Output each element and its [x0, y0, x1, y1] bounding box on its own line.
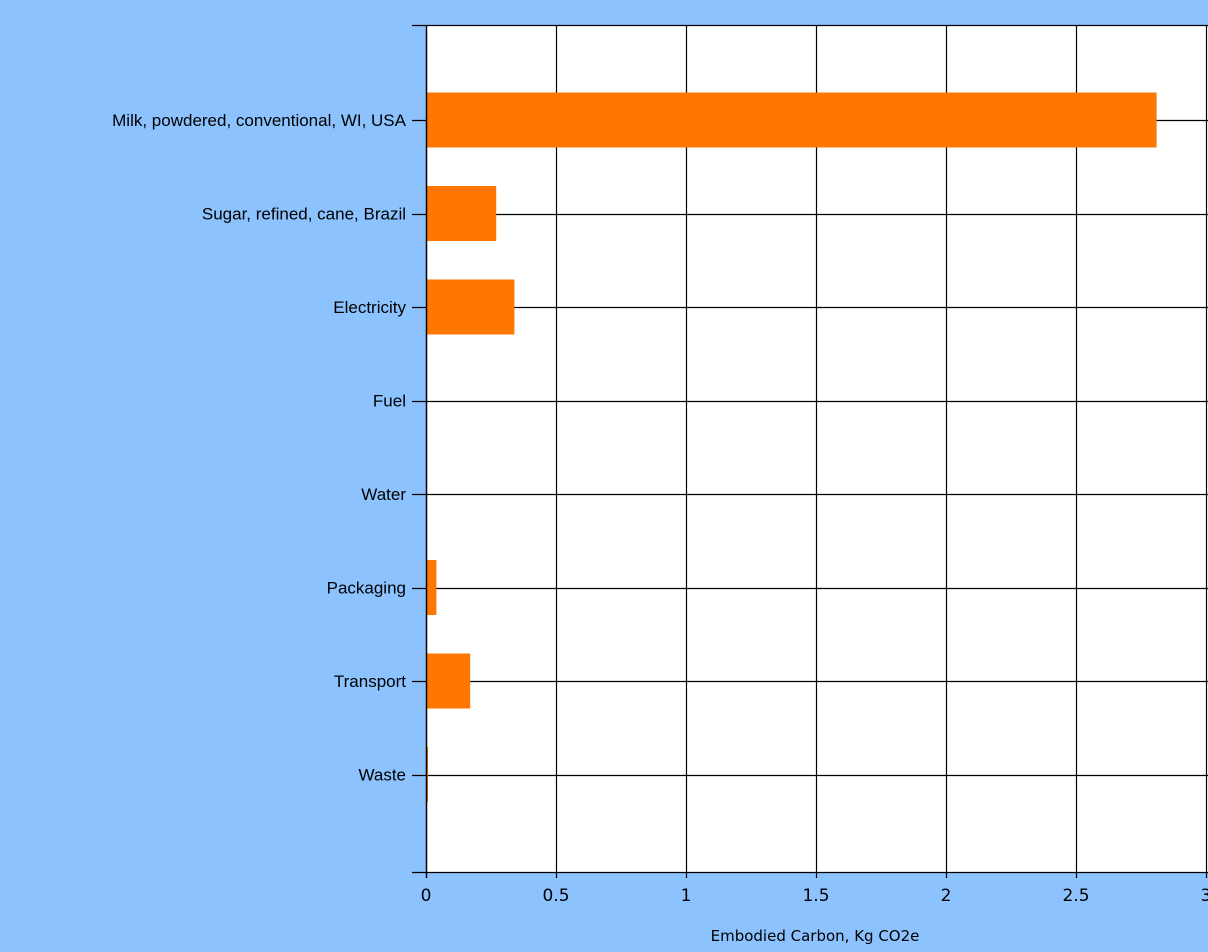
- category-label: Water: [361, 485, 406, 504]
- bar: [426, 560, 437, 615]
- bar: [426, 92, 1157, 148]
- category-label: Packaging: [327, 579, 406, 598]
- category-label: Electricity: [333, 298, 406, 317]
- category-label: Milk, powdered, conventional, WI, USA: [112, 111, 407, 130]
- category-label: Sugar, refined, cane, Brazil: [202, 205, 406, 224]
- bar: [426, 279, 515, 335]
- bar: [426, 653, 471, 709]
- bar: [426, 186, 497, 241]
- x-tick-label: 0: [421, 886, 432, 906]
- x-axis-title: Embodied Carbon, Kg CO2e: [711, 927, 920, 945]
- category-label: Waste: [358, 766, 406, 785]
- x-tick-label: 3: [1201, 886, 1208, 906]
- category-label: Transport: [334, 672, 406, 691]
- x-tick-label: 2.5: [1062, 886, 1089, 906]
- category-labels: Milk, powdered, conventional, WI, USA Sug…: [112, 111, 407, 785]
- bars: [426, 92, 1157, 802]
- x-tick-label: 1.5: [802, 886, 829, 906]
- axes: [412, 25, 1208, 878]
- x-tick-label: 1: [681, 886, 692, 906]
- x-tick-labels: 0 0.5 1 1.5 2 2.5 3: [421, 886, 1208, 906]
- category-label: Fuel: [373, 392, 406, 411]
- x-tick-label: 0.5: [542, 886, 569, 906]
- x-tick-label: 2: [941, 886, 952, 906]
